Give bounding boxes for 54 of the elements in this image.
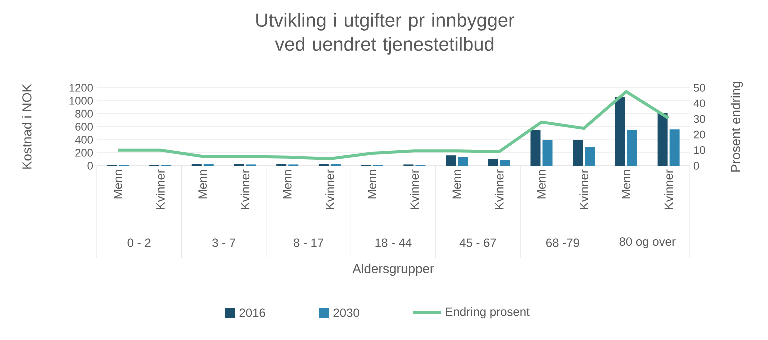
y-tick-label: 0	[88, 162, 94, 170]
y2-axis-title: Prosent endring	[730, 82, 744, 172]
legend-label: 2016	[240, 308, 266, 318]
bar	[670, 130, 680, 166]
y2-tick-label: 10	[694, 146, 706, 154]
text: 3 - 7	[212, 238, 236, 248]
bar	[585, 147, 596, 166]
x-tick-label: Menn	[114, 170, 122, 199]
y2-tick-label: 30	[694, 115, 706, 124]
x-tick-label: Kvinner	[156, 170, 165, 210]
text: 80 og over	[620, 238, 676, 248]
bar	[500, 160, 510, 166]
y-tick-label: 1000	[70, 97, 94, 105]
bar	[446, 156, 456, 166]
chart-title: Utvikling i utgifter pr innbygger ved uendret tjenestetilbud	[256, 13, 515, 55]
bar	[542, 140, 553, 166]
text: 8 - 17	[294, 238, 324, 248]
text: 0 - 2	[128, 238, 151, 248]
legend-label: Endring prosent	[446, 307, 530, 319]
line-series	[116, 90, 670, 160]
y2-tick-label: 50	[694, 84, 706, 92]
x-tick-label: Kvinner	[664, 170, 674, 210]
y-tick-label: 600	[76, 123, 94, 131]
text: 68 -79	[546, 238, 580, 248]
bar	[573, 140, 584, 166]
text: 45 - 67	[460, 238, 496, 248]
x-tick-label: Menn	[368, 170, 377, 199]
y-tick-label: 800	[76, 110, 94, 118]
y-axis-title: Kostnad i NOK	[22, 84, 32, 169]
y-tick-label: 200	[76, 149, 94, 157]
x-tick-label: Kvinner	[240, 170, 250, 210]
bar	[530, 130, 541, 166]
x-tick-label: Menn	[538, 170, 546, 199]
bar	[627, 130, 638, 166]
text: 18 - 44	[376, 238, 412, 248]
y2-tick-label: 40	[694, 100, 706, 108]
x-tick-label: Kvinner	[326, 170, 334, 210]
x-tick-label: Kvinner	[494, 170, 504, 210]
bar	[458, 157, 468, 166]
bar	[658, 113, 668, 166]
y2-tick-label: 20	[694, 130, 706, 139]
x-tick-label: Kvinner	[580, 170, 589, 210]
x-tick-label: Menn	[198, 170, 208, 199]
x-tick-label: Kvinner	[410, 170, 420, 210]
x-tick-label: Menn	[452, 170, 462, 199]
legend-label: 2030	[334, 308, 360, 318]
x-axis-title: Aldersgrupper	[352, 264, 434, 276]
bar	[615, 97, 626, 166]
y-tick-label: 400	[75, 136, 94, 144]
y-tick-label: 1200	[70, 84, 94, 92]
bar	[488, 158, 498, 166]
y2-tick-label: 0	[694, 162, 700, 170]
x-tick-label: Menn	[622, 170, 631, 199]
x-tick-label: Menn	[283, 170, 292, 199]
